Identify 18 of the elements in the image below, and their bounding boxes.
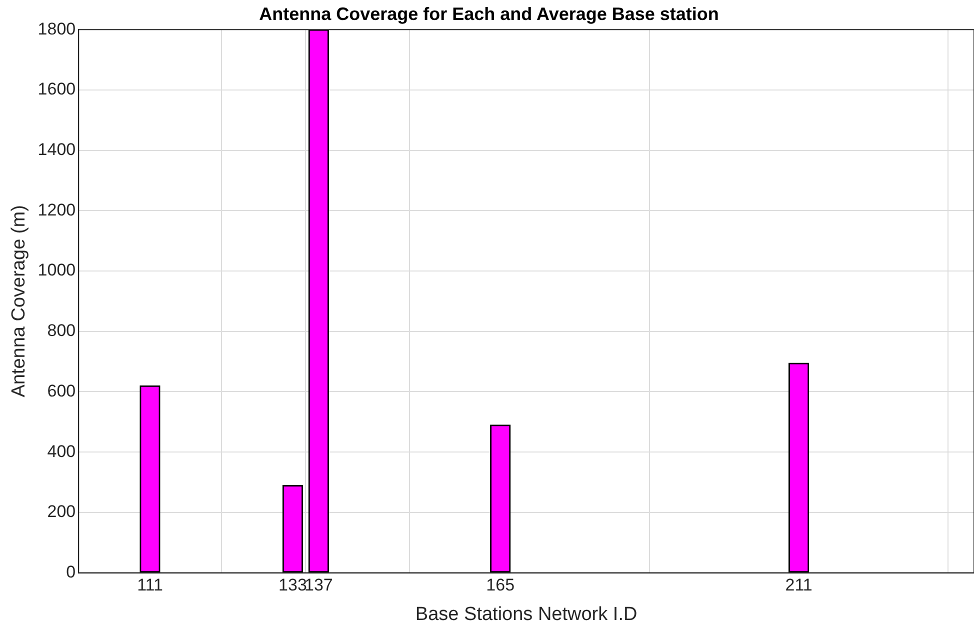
x-tick-label: 211 <box>785 576 812 595</box>
x-tick-label: 165 <box>486 576 515 595</box>
y-axis-title: Antenna Coverage (m) <box>8 205 30 398</box>
y-tick-label: 1800 <box>38 19 76 38</box>
y-tick-label: 400 <box>47 442 76 461</box>
y-tick-label: 200 <box>47 502 76 522</box>
x-tick-label: 133 <box>278 576 307 595</box>
x-tick-label: 137 <box>304 576 333 595</box>
y-tick-label: 600 <box>47 381 76 400</box>
y-tick-label: 1000 <box>38 260 76 280</box>
y-tick-label: 800 <box>47 321 76 340</box>
y-tick-label: 0 <box>66 562 76 582</box>
x-axis-title: Base Stations Network I.D <box>415 604 638 625</box>
y-tick-label: 1600 <box>38 80 76 99</box>
x-tick-label: 111 <box>137 576 163 595</box>
chart-title: Antenna Coverage for Each and Average Base station <box>259 4 719 24</box>
y-tick-label: 1400 <box>38 140 76 159</box>
y-tick-label: 1200 <box>38 200 76 220</box>
